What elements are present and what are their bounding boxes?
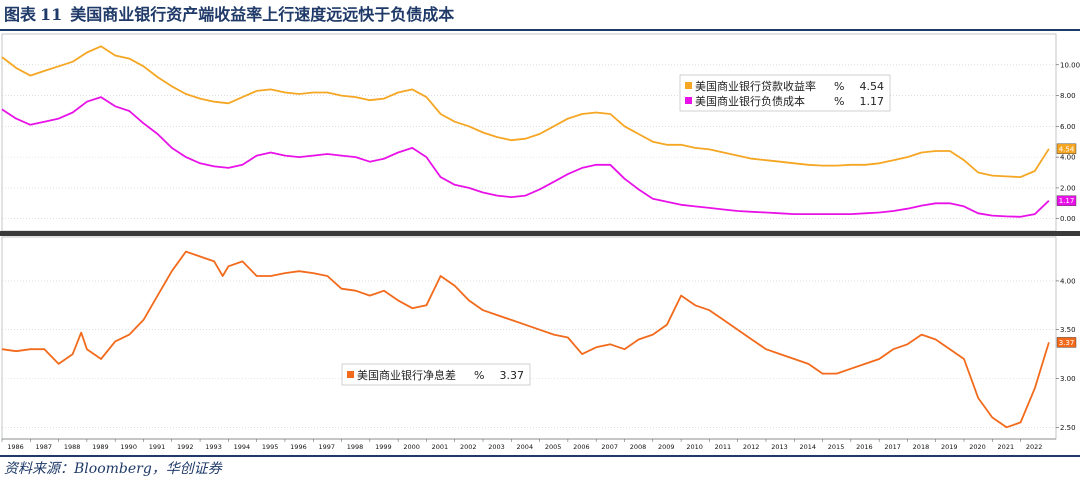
y-tick-label: 0.00 — [1060, 215, 1076, 223]
end-value-label: 3.37 — [1059, 339, 1075, 347]
legend-unit: % — [834, 80, 844, 93]
x-tick-label: 1995 — [262, 443, 279, 451]
x-tick-label: 1994 — [234, 443, 251, 451]
x-tick-label: 2020 — [969, 443, 986, 451]
x-tick-label: 2007 — [601, 443, 618, 451]
x-tick-label: 1987 — [36, 443, 53, 451]
x-tick-label: 1992 — [177, 443, 194, 451]
x-tick-label: 2001 — [432, 443, 449, 451]
series-line-0 — [1, 250, 1050, 429]
legend-swatch — [685, 97, 692, 104]
y-tick-label: 2.50 — [1060, 424, 1076, 432]
legend-swatch — [347, 371, 354, 378]
figure-title-text: 美国商业银行资产端收益率上行速度远远快于负债成本 — [70, 5, 455, 24]
x-tick-label: 1999 — [375, 443, 392, 451]
y-tick-label: 8.00 — [1060, 92, 1076, 100]
x-tick-label: 1989 — [92, 443, 109, 451]
x-tick-label: 2011 — [715, 443, 732, 451]
legend-series-name: 美国商业银行净息差 — [357, 368, 456, 382]
y-tick-label: 10.00 — [1060, 61, 1080, 69]
y-tick-label: 3.00 — [1060, 375, 1076, 383]
x-tick-label: 2019 — [941, 443, 958, 451]
legend-series-name: 美国商业银行贷款收益率 — [695, 79, 816, 93]
source-note: 资料来源：Bloomberg，华创证券 — [4, 461, 222, 477]
x-tick-label: 2008 — [630, 443, 647, 451]
x-tick-label: 1998 — [347, 443, 364, 451]
x-tick-label: 2005 — [545, 443, 562, 451]
y-tick-label: 2.00 — [1060, 184, 1076, 192]
x-tick-label: 2021 — [998, 443, 1015, 451]
y-tick-label: 6.00 — [1060, 123, 1076, 131]
legend-box — [341, 363, 531, 386]
upper-panel: 0.00 2.00 4.00 6.00 8.00 10.00 4.54 1.17 美国商业银行贷… — [1, 33, 1080, 232]
figure-label: 图表 — [4, 5, 37, 24]
x-tick-label: 2000 — [403, 443, 420, 451]
x-tick-label: 1990 — [120, 443, 137, 451]
legend-series-name: 美国商业银行负债成本 — [695, 94, 805, 108]
series-line-1 — [1, 96, 1050, 218]
x-tick-label: 2003 — [488, 443, 505, 451]
figure-number: 11 — [40, 5, 63, 24]
end-value-label: 4.54 — [1059, 145, 1075, 153]
x-tick-label: 1991 — [149, 443, 166, 451]
x-tick-label: 1993 — [205, 443, 222, 451]
legend-box — [679, 74, 891, 112]
x-tick-label: 2022 — [1026, 443, 1043, 451]
panel-divider-bar — [0, 231, 1080, 236]
y-tick-label: 4.00 — [1060, 154, 1076, 162]
x-tick-label: 2004 — [517, 443, 534, 451]
x-tick-label: 2002 — [460, 443, 477, 451]
x-axis: 1986 1987 1988 1989 1990 1991 1992 1993 1994 1995… — [1, 438, 1056, 451]
legend-swatch — [685, 82, 692, 89]
plot-frame — [1, 236, 1057, 440]
x-tick-label: 2006 — [573, 443, 590, 451]
legend-unit: % — [474, 369, 484, 382]
legend-last-value: 3.37 — [500, 369, 525, 382]
y-tick-label: 4.00 — [1060, 277, 1076, 285]
x-tick-label: 2018 — [913, 443, 930, 451]
title-rule — [0, 29, 1080, 31]
x-tick-label: 2015 — [828, 443, 845, 451]
x-tick-label: 2016 — [856, 443, 873, 451]
x-tick-label: 2017 — [884, 443, 901, 451]
x-tick-label: 1986 — [7, 443, 24, 451]
chart-canvas: 0.00 2.00 4.00 6.00 8.00 10.00 4.54 1.17 美国商业银行贷… — [0, 33, 1080, 451]
end-value-box — [1056, 195, 1077, 206]
y-tick-label: 3.50 — [1060, 326, 1076, 334]
x-tick-label: 1997 — [318, 443, 335, 451]
end-value-box — [1056, 337, 1077, 348]
legend-unit: % — [834, 95, 844, 108]
lower-panel: 2.50 3.00 3.50 4.00 3.37 美国商业银行净息差% 3.37 — [1, 236, 1077, 440]
x-tick-label: 2013 — [771, 443, 788, 451]
x-tick-label: 2012 — [743, 443, 760, 451]
x-tick-label: 2014 — [799, 443, 816, 451]
panel-divider — [0, 231, 1080, 236]
legend-last-value: 4.54 — [860, 80, 885, 93]
footer-rule — [0, 455, 1080, 457]
series-line-0 — [1, 45, 1050, 178]
legend-last-value: 1.17 — [860, 95, 885, 108]
x-tick-label: 2010 — [686, 443, 703, 451]
figure-title: 图表 11 美国商业银行资产端收益率上行速度远远快于负债成本 — [4, 2, 454, 28]
x-tick-label: 1996 — [290, 443, 307, 451]
plot-frame — [1, 33, 1057, 232]
end-value-label: 1.17 — [1059, 197, 1075, 205]
x-tick-label: 1988 — [64, 443, 81, 451]
end-value-box — [1056, 143, 1077, 155]
x-tick-label: 2009 — [658, 443, 675, 451]
